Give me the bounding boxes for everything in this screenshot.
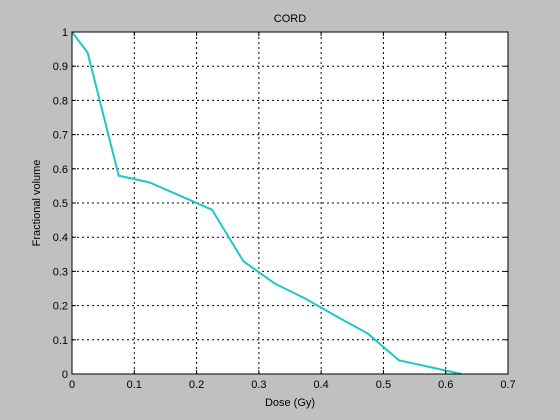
data-point [86,51,89,54]
data-point [398,359,400,362]
x-tick-label: 0.6 [438,379,453,391]
plot-area [72,32,508,374]
x-tick-label: 0.2 [189,379,204,391]
grid [72,32,508,374]
data-point [366,332,369,335]
x-tick-label: 0.3 [251,379,266,391]
data-point [304,297,307,300]
data-point [335,315,338,318]
data-point [211,208,214,211]
y-tick-label: 1 [62,27,68,39]
x-tick-label: 0 [69,379,75,391]
y-tick-label: 0.2 [53,301,68,313]
y-tick-label: 0.6 [53,164,68,176]
data-point [242,260,245,263]
y-tick-label: 0.4 [53,232,68,244]
x-axis-label: Dose (Gy) [265,397,315,409]
data-point [273,282,276,285]
y-tick-label: 0.5 [53,198,68,210]
y-tick-label: 0.8 [53,95,68,107]
x-tick-label: 0.7 [500,379,515,391]
y-axis-label: Fractional volume [31,160,43,247]
x-tick-label: 0.1 [127,379,142,391]
data-point [429,366,432,369]
data-point [117,174,120,177]
x-tick-label: 0.4 [313,379,328,391]
y-tick-label: 0.1 [53,335,68,347]
chart-title: CORD [274,13,306,25]
data-point [148,181,151,184]
data-point [180,195,182,198]
dvh-series-line [71,31,462,375]
y-tick-label: 0.3 [53,266,68,278]
axis-ticks: 0 0.1 0.2 0.3 0.4 0.5 0.6 0.7 0 0.1 0.2 0.3 0.4 0.5 0.… [53,27,516,391]
y-tick-label: 0.7 [53,130,68,142]
x-tick-label: 0.5 [376,379,391,391]
y-tick-label: 0 [62,369,68,381]
y-tick-label: 0.9 [53,61,68,73]
